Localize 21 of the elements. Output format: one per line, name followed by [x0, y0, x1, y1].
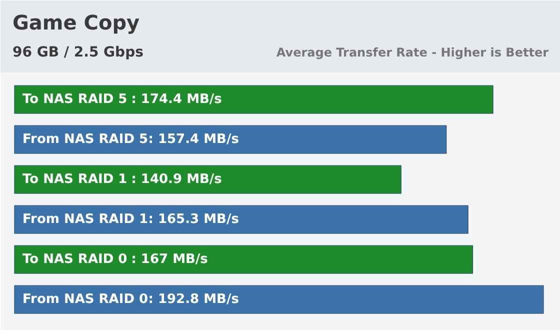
bar: [14, 245, 474, 274]
y-tick-label: From NAS RAID 0: [22, 292, 148, 307]
y-tick-label: From NAS RAID 1: [22, 212, 148, 227]
data-label: : 140.9 MB/s: [131, 172, 222, 187]
data-label: : 157.4 MB/s: [148, 132, 240, 147]
data-label: : 192.8 MB/s: [148, 292, 240, 307]
y-tick-label: From NAS RAID 5: [22, 132, 148, 147]
chart-subtitle: 96 GB / 2.5 Gbps: [12, 44, 144, 60]
data-label: : 165.3 MB/s: [148, 212, 240, 227]
chart-title: Game Copy: [12, 10, 140, 34]
bar: [14, 285, 544, 314]
y-tick-label: To NAS RAID 1: [22, 172, 128, 187]
text: Average Transfer Rate - Higher is Better: [276, 46, 549, 60]
y-tick-label: To NAS RAID 0: [22, 252, 128, 267]
bar: [14, 205, 468, 234]
bar: [14, 125, 447, 154]
bar: [14, 85, 494, 114]
bar: [14, 165, 402, 194]
y-tick-label: To NAS RAID 5: [22, 92, 128, 107]
data-label: : 174.4 MB/s: [131, 92, 222, 107]
data-label: : 167 MB/s: [131, 252, 208, 267]
